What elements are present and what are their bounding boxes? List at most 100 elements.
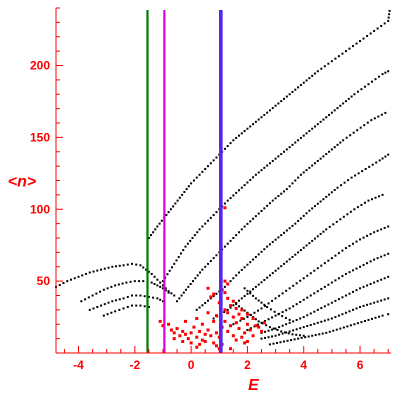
data-point-black — [323, 319, 326, 322]
data-point-black — [152, 231, 155, 234]
data-point-black — [260, 301, 263, 304]
data-point-black — [313, 310, 316, 313]
data-point-black — [350, 95, 353, 98]
data-point-red — [206, 286, 210, 290]
data-point-black — [292, 329, 295, 332]
data-point-red — [226, 311, 230, 315]
data-point-black — [254, 297, 257, 300]
data-point-black — [257, 171, 260, 174]
data-point-red — [195, 335, 199, 339]
data-point-black — [293, 338, 296, 341]
data-point-black — [298, 334, 301, 337]
data-point-black — [359, 238, 362, 241]
data-point-black — [380, 24, 383, 27]
data-point-black — [207, 262, 210, 265]
data-point-black — [271, 328, 274, 331]
data-point-black — [178, 297, 181, 300]
data-point-black — [267, 336, 270, 339]
data-point-black — [313, 292, 316, 295]
data-point-black — [283, 331, 286, 334]
data-point-black — [344, 272, 347, 275]
data-point-black — [267, 329, 270, 332]
data-point-black — [291, 333, 294, 336]
data-point-black — [198, 306, 201, 309]
data-point-black — [152, 296, 155, 299]
data-point-red — [206, 311, 210, 315]
data-point-black — [239, 319, 242, 322]
data-point-red — [223, 206, 227, 210]
data-point-black — [288, 258, 291, 261]
data-point-black — [177, 255, 180, 258]
data-point-black — [266, 245, 269, 248]
data-point-black — [143, 305, 146, 308]
data-point-black — [330, 148, 333, 151]
data-point-black — [349, 210, 352, 213]
data-point-black — [126, 295, 129, 298]
data-point-red — [226, 329, 230, 333]
data-point-black — [359, 287, 362, 290]
data-point-black — [367, 83, 370, 86]
data-point-black — [100, 268, 103, 271]
data-point-black — [192, 179, 195, 182]
data-point-black — [311, 74, 314, 77]
data-point-black — [341, 275, 344, 278]
data-point-black — [297, 139, 300, 142]
data-point-black — [349, 324, 352, 327]
data-point-red — [237, 327, 241, 331]
data-point-black — [281, 324, 284, 327]
data-point-black — [360, 88, 363, 91]
data-point-black — [249, 327, 252, 330]
data-point-black — [319, 157, 322, 160]
data-point-black — [107, 301, 110, 304]
data-point-black — [285, 188, 288, 191]
data-point-black — [330, 317, 333, 320]
data-point-black — [274, 314, 277, 317]
data-point-black — [344, 294, 347, 297]
data-point-red — [234, 321, 238, 325]
data-point-black — [263, 303, 266, 306]
data-point-black — [359, 306, 362, 308]
data-point-black — [376, 300, 379, 303]
data-point-black — [111, 265, 114, 268]
data-point-black — [187, 285, 190, 288]
data-point-black — [212, 159, 215, 162]
data-point-black — [330, 60, 333, 63]
data-point-black — [223, 311, 226, 314]
data-point-black — [147, 306, 150, 308]
data-point-black — [340, 184, 343, 187]
data-point-black — [366, 234, 369, 237]
data-point-black — [161, 280, 164, 283]
data-point-black — [257, 299, 260, 302]
data-point-black — [173, 262, 176, 265]
data-point-black — [308, 130, 311, 133]
data-point-black — [327, 318, 330, 321]
data-point-black — [316, 235, 319, 238]
data-point-black — [256, 309, 259, 312]
data-point-red — [245, 340, 249, 343]
data-point-black — [278, 326, 281, 329]
data-point-black — [316, 290, 319, 293]
data-point-black — [316, 159, 319, 162]
data-point-black — [299, 217, 302, 220]
data-point-black — [243, 295, 246, 298]
data-point-black — [351, 242, 354, 245]
data-point-black — [91, 294, 94, 297]
data-point-black — [190, 182, 193, 185]
data-point-black — [283, 340, 286, 343]
data-point-black — [328, 330, 331, 333]
data-point-black — [328, 113, 331, 116]
data-point-black — [288, 330, 291, 333]
data-point-red — [158, 319, 162, 323]
data-point-black — [376, 280, 379, 283]
data-point-black — [292, 320, 295, 323]
data-point-red — [245, 312, 249, 316]
data-point-black — [263, 166, 266, 169]
data-point-black — [246, 127, 249, 130]
data-point-black — [383, 22, 386, 25]
data-point-black — [292, 284, 295, 287]
data-point-black — [311, 127, 314, 130]
data-point-black — [189, 239, 192, 242]
data-point-black — [323, 65, 326, 68]
data-point-black — [253, 311, 256, 314]
data-point-black — [100, 304, 103, 307]
